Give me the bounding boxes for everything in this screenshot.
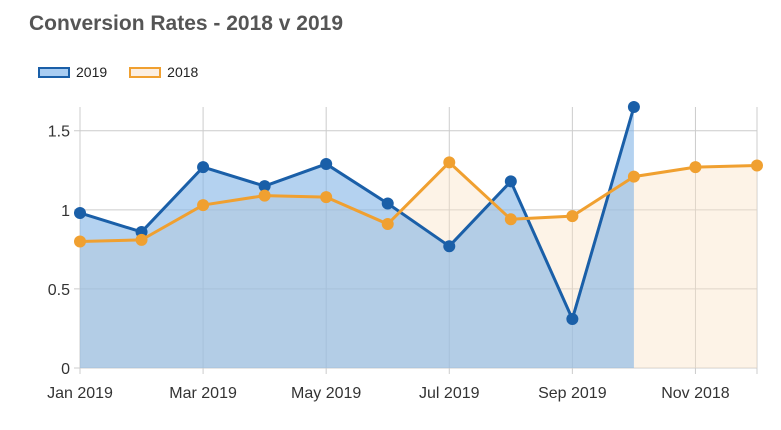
x-tick-label: Mar 2019: [169, 385, 237, 402]
point-2019-sep: [566, 312, 579, 325]
point-2018-jun: [381, 218, 394, 231]
point-2018-jan: [74, 235, 86, 248]
point-2018-nov: [689, 161, 702, 174]
legend-label-2018: 2018: [167, 64, 199, 80]
legend-swatch-2018: [129, 66, 162, 78]
point-2019-mar: [197, 161, 210, 174]
line-2019: [79, 106, 636, 321]
legend: 2019 2018: [38, 64, 220, 80]
legend-item-2019[interactable]: 2019: [38, 64, 107, 80]
x-tick-label: Jul 2019: [419, 385, 480, 402]
x-tick-label: Jan 2019: [47, 385, 113, 402]
legend-label-2019: 2019: [76, 64, 108, 80]
point-2018-may: [320, 191, 333, 204]
point-2018-mar: [197, 199, 210, 212]
point-2018-dec: [751, 159, 763, 172]
point-2019-may: [320, 157, 333, 170]
point-2019-apr: [258, 180, 271, 193]
point-2019-jun: [381, 197, 394, 210]
chart-title: Conversion Rates - 2018 v 2019: [29, 12, 343, 35]
y-tick-label: 1.5: [48, 124, 70, 141]
point-2018-feb: [135, 233, 148, 246]
point-2019-jan: [74, 206, 86, 219]
y-tick-label: 1: [61, 203, 70, 220]
point-2018-oct: [627, 170, 640, 183]
point-2018-aug: [504, 213, 517, 226]
x-tick-label: May 2019: [291, 385, 361, 402]
x-tick-label: Sep 2019: [538, 385, 607, 402]
point-2018-apr: [258, 189, 271, 202]
legend-swatch-2019: [38, 66, 70, 78]
y-tick-label: 0: [61, 361, 70, 378]
point-2018-sep: [566, 210, 579, 223]
legend-item-2018[interactable]: 2018: [129, 64, 198, 80]
point-2019-aug: [504, 175, 517, 188]
point-2019-jul: [443, 240, 456, 253]
point-2018-jul: [443, 156, 456, 169]
x-tick-label: Nov 2018: [661, 385, 730, 402]
point-2019-oct: [627, 101, 640, 113]
line-2018: [79, 160, 758, 243]
y-tick-label: 0.5: [48, 282, 70, 299]
